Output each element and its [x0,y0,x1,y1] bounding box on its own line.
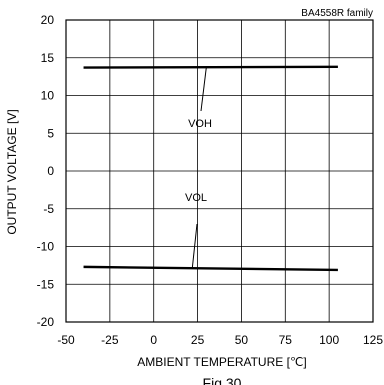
x-tick-labels: -50 -25 0 25 50 75 100 125 [57,333,383,347]
y-axis-label: OUTPUT VOLTAGE [V] [5,109,19,234]
annotation-leader-vol [191,223,198,269]
plot-frame [65,19,374,323]
x-tick-label: 25 [191,333,205,347]
y-tick-label: 5 [47,126,54,140]
x-tick-label: 100 [319,333,339,347]
x-tick-label: 0 [150,333,157,347]
annotation-leader-voh [200,67,207,112]
y-tick-label: -20 [37,315,55,329]
y-tick-labels: 20 15 10 5 0 -5 -10 -15 -20 [37,13,55,329]
y-tick-label: 20 [41,13,55,27]
x-tick-label: 50 [235,333,249,347]
series-line-voh [83,65,338,69]
y-tick-label: -10 [37,240,55,254]
x-tick-label: 125 [363,333,383,347]
y-tick-label: -5 [43,202,54,216]
y-tick-label: 0 [47,164,54,178]
annotation-label-vol: VOL [185,192,207,204]
x-tick-label: -25 [101,333,119,347]
grid [66,20,373,322]
y-tick-label: 10 [41,89,55,103]
annotations: VOH VOL [185,67,212,269]
series-layer [83,65,338,272]
y-tick-label: 15 [41,51,55,65]
figure-caption: Fig.30 [203,375,242,385]
chart-title: BA4558R family [301,8,373,19]
y-tick-label: -15 [37,277,55,291]
annotation-label-voh: VOH [188,118,212,130]
series-line-vol [83,265,338,272]
x-axis-label: AMBIENT TEMPERATURE [℃] [137,355,307,369]
x-tick-label: -50 [57,333,75,347]
x-tick-label: 75 [279,333,293,347]
